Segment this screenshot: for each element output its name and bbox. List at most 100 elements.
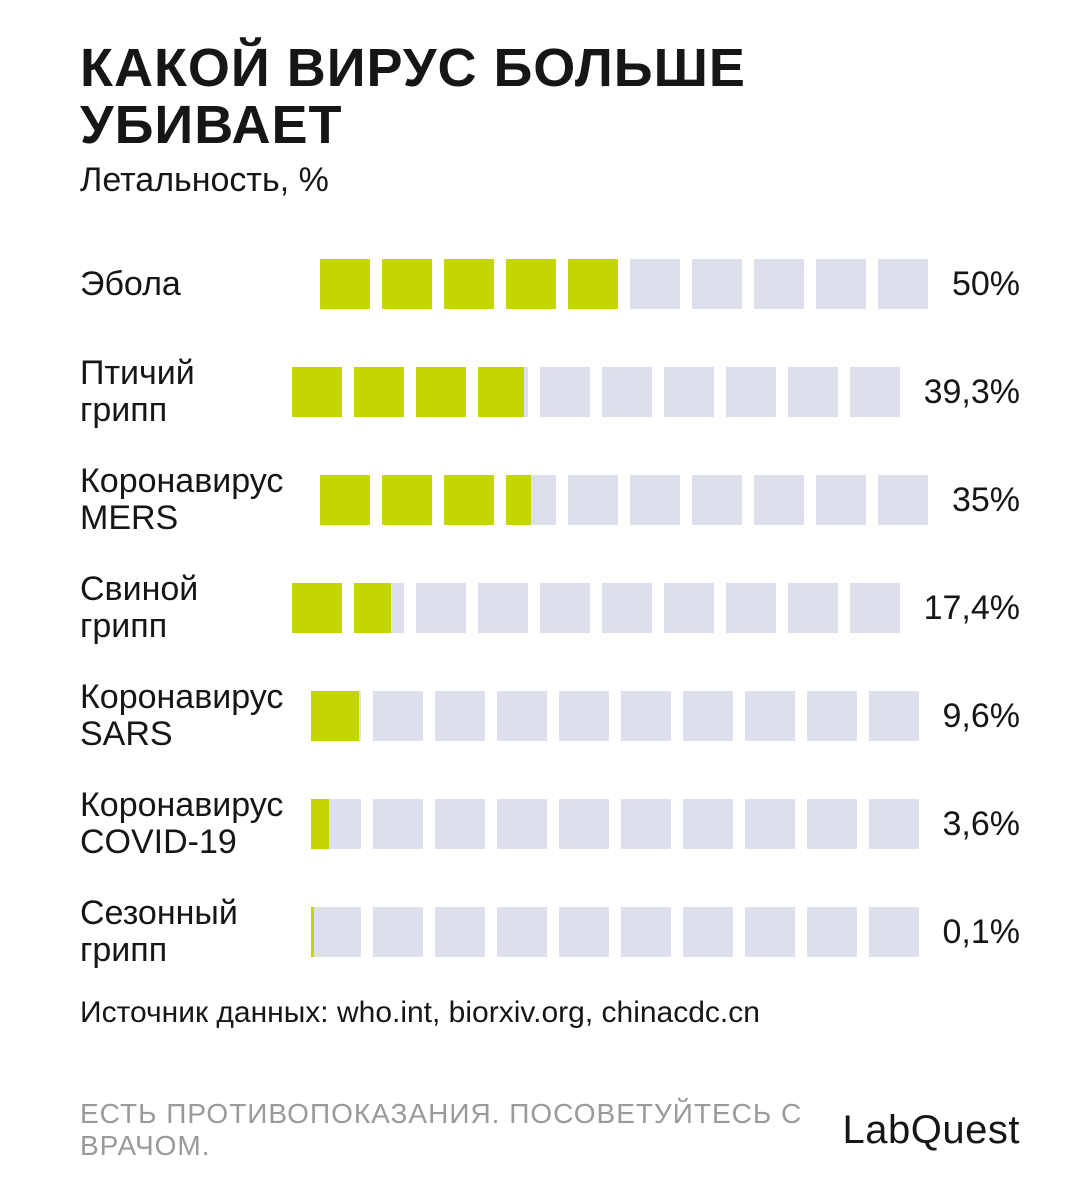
bar-segment [692,259,742,309]
bar-segment [373,799,423,849]
bar-segment [745,799,795,849]
footer: ЕСТЬ ПРОТИВОПОКАЗАНИЯ. ПОСОВЕТУЙТЕСЬ С В… [80,1070,1020,1192]
row-blocks [311,799,919,849]
chart-rows: Эбола50%Птичий грипп39,3%Коронавирус MER… [80,230,1020,986]
row-label: Свиной грипп [80,571,292,646]
segment-bg [568,475,618,525]
bar-segment [788,583,838,633]
bar-segment [354,583,404,633]
segment-bg [435,691,485,741]
row-label: Коронавирус SARS [80,679,311,754]
bar-segment [292,583,342,633]
bar-segment [559,907,609,957]
bar-segment [416,367,466,417]
segment-bg [621,691,671,741]
segment-bg [850,583,900,633]
segment-bg [435,799,485,849]
segment-fill [506,475,531,525]
chart-row: Коронавирус MERS 35% [80,446,1020,554]
row-value: 39,3% [924,373,1020,412]
bar-segment [311,691,361,741]
bar-segment [506,475,556,525]
segment-bg [754,259,804,309]
bar-segment [444,259,494,309]
bar-segment [726,367,776,417]
segment-bg [816,259,866,309]
chart-row: Коронавирус SARS 9,6% [80,662,1020,770]
segment-fill [320,475,370,525]
segment-bg [692,259,742,309]
bar-segment [602,367,652,417]
bar-segment [320,259,370,309]
chart-row: Свиной грипп17,4% [80,554,1020,662]
bar-segment [559,691,609,741]
bar-segment [435,799,485,849]
bar-segment [850,367,900,417]
bar-segment [754,259,804,309]
segment-bg [416,583,466,633]
page-title: КАКОЙ ВИРУС БОЛЬШЕ УБИВАЕТ [80,40,1020,153]
segment-bg [878,259,928,309]
bar-segment [630,259,680,309]
segment-bg [540,367,590,417]
segment-bg [559,691,609,741]
bar-segment [692,475,742,525]
segment-bg [373,691,423,741]
segment-bg [621,907,671,957]
segment-fill [292,583,342,633]
segment-bg [878,475,928,525]
segment-fill [292,367,342,417]
segment-bg [683,691,733,741]
bar-segment [435,691,485,741]
segment-bg [478,583,528,633]
bar-segment [478,367,528,417]
segment-bg [745,907,795,957]
bar-segment [540,583,590,633]
bar-segment [869,907,919,957]
segment-bg [788,583,838,633]
segment-bg [807,691,857,741]
row-label: Коронавирус MERS [80,463,320,538]
bar-segment [435,907,485,957]
bar-segment [745,691,795,741]
segment-bg [726,583,776,633]
row-label: Сезонный грипп [80,895,311,970]
bar-segment [621,799,671,849]
row-value: 35% [952,481,1020,520]
bar-segment [664,583,714,633]
bar-segment [444,475,494,525]
logo-part-light: Lab [843,1108,911,1152]
bar-segment [497,907,547,957]
segment-bg [726,367,776,417]
bar-segment [816,475,866,525]
infographic-page: КАКОЙ ВИРУС БОЛЬШЕ УБИВАЕТ Летальность, … [0,0,1080,1080]
bar-segment [745,907,795,957]
row-value: 50% [952,265,1020,304]
segment-bg [664,367,714,417]
row-value: 9,6% [943,697,1021,736]
segment-fill [506,259,556,309]
bar-segment [354,367,404,417]
segment-fill [354,367,404,417]
bar-segment [683,799,733,849]
segment-bg [683,799,733,849]
bar-segment [497,799,547,849]
segment-bg [869,907,919,957]
segment-bg [540,583,590,633]
bar-segment [788,367,838,417]
bar-segment [540,367,590,417]
row-blocks [311,907,919,957]
segment-fill [478,367,525,417]
bar-segment [683,691,733,741]
chart-row: Сезонный грипп0,1% [80,878,1020,986]
bar-segment [726,583,776,633]
bar-segment [373,691,423,741]
segment-bg [664,583,714,633]
bar-segment [878,259,928,309]
row-blocks [320,475,928,525]
segment-bg [311,907,361,957]
segment-fill [444,259,494,309]
bar-segment [568,475,618,525]
bar-segment [568,259,618,309]
segment-bg [373,799,423,849]
